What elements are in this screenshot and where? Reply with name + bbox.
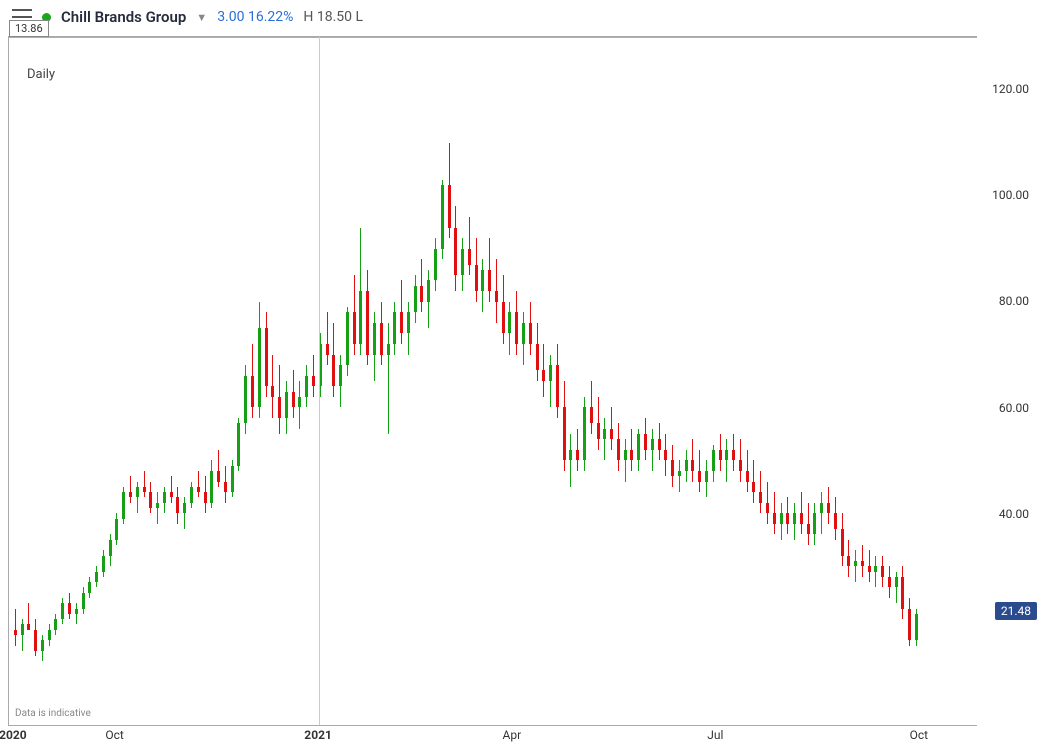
y-tick: 120.00 xyxy=(992,82,1029,96)
x-tick: Oct xyxy=(105,728,123,742)
hline-label: 13.86 xyxy=(9,20,49,37)
x-tick: Oct xyxy=(910,728,928,742)
x-tick: 2020 xyxy=(0,728,27,742)
high-low: H 18.50 L xyxy=(303,9,363,25)
chart-header: Chill Brands Group ▼ 3.00 16.22% H 18.50… xyxy=(0,0,1037,34)
chart-plot-area[interactable]: Daily 57.1945.7413.86 Data is indicative… xyxy=(8,36,977,726)
chart-container: Chill Brands Group ▼ 3.00 16.22% H 18.50… xyxy=(0,0,1037,756)
y-tick: 100.00 xyxy=(992,188,1029,202)
disclaimer: Data is indicative xyxy=(15,708,91,719)
high-value: 18.50 xyxy=(317,9,352,25)
price-change: 3.00 16.22% xyxy=(217,9,293,25)
y-tick: 60.00 xyxy=(999,401,1029,415)
y-tick: 40.00 xyxy=(999,507,1029,521)
current-price-line xyxy=(9,37,977,38)
ticker-name[interactable]: Chill Brands Group xyxy=(61,8,186,26)
x-axis: 2020Oct2021AprJulOct xyxy=(8,728,977,748)
high-label: H xyxy=(303,9,313,25)
candles-layer xyxy=(9,37,977,725)
chevron-down-icon[interactable]: ▼ xyxy=(196,11,207,24)
x-tick: Apr xyxy=(503,728,522,742)
price-change-pct: 16.22% xyxy=(248,9,293,25)
y-axis: 120.00 100.00 80.00 60.00 40.00 xyxy=(977,36,1037,726)
y-tick: 80.00 xyxy=(999,294,1029,308)
x-tick: Jul xyxy=(707,728,723,742)
x-tick: 2021 xyxy=(304,728,332,742)
vline xyxy=(319,37,320,725)
low-label: L xyxy=(356,9,364,25)
price-change-value: 3.00 xyxy=(217,9,244,25)
